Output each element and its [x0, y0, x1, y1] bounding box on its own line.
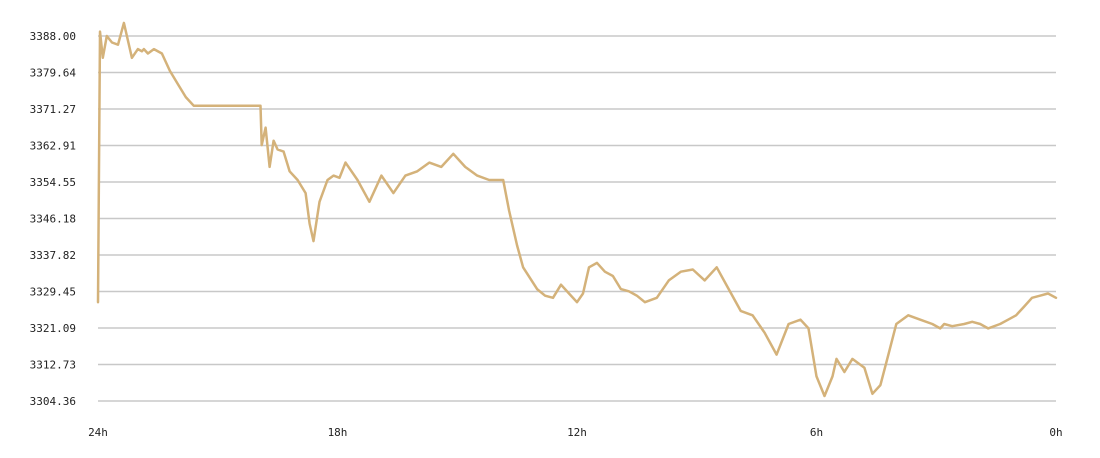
y-tick-label: 3329.45: [30, 286, 76, 299]
y-tick-label: 3346.18: [30, 213, 76, 226]
x-tick-label: 0h: [1049, 426, 1062, 439]
y-tick-label: 3321.09: [30, 322, 76, 335]
y-tick-label: 3304.36: [30, 395, 76, 408]
y-tick-label: 3337.82: [30, 249, 76, 262]
x-tick-label: 12h: [567, 426, 587, 439]
y-tick-label: 3371.27: [30, 103, 76, 116]
y-tick-label: 3354.55: [30, 176, 76, 189]
x-tick-label: 24h: [88, 426, 108, 439]
series-layer: [96, 21, 1058, 398]
y-axis-ticks: 3388.00 3379.64 3371.27 3362.91 3354.55 3346.…: [30, 30, 77, 408]
x-tick-label: 18h: [328, 426, 348, 439]
y-tick-label: 3362.91: [30, 139, 76, 152]
y-tick-label: 3388.00: [30, 30, 76, 43]
x-axis-ticks: 24h 18h 12h 6h 0h: [88, 426, 1063, 439]
x-tick-label: 6h: [810, 426, 823, 439]
price-series-line: [96, 21, 1058, 398]
gridlines: [98, 35, 1056, 402]
y-tick-label: 3312.73: [30, 358, 76, 371]
y-tick-label: 3379.64: [30, 66, 77, 79]
